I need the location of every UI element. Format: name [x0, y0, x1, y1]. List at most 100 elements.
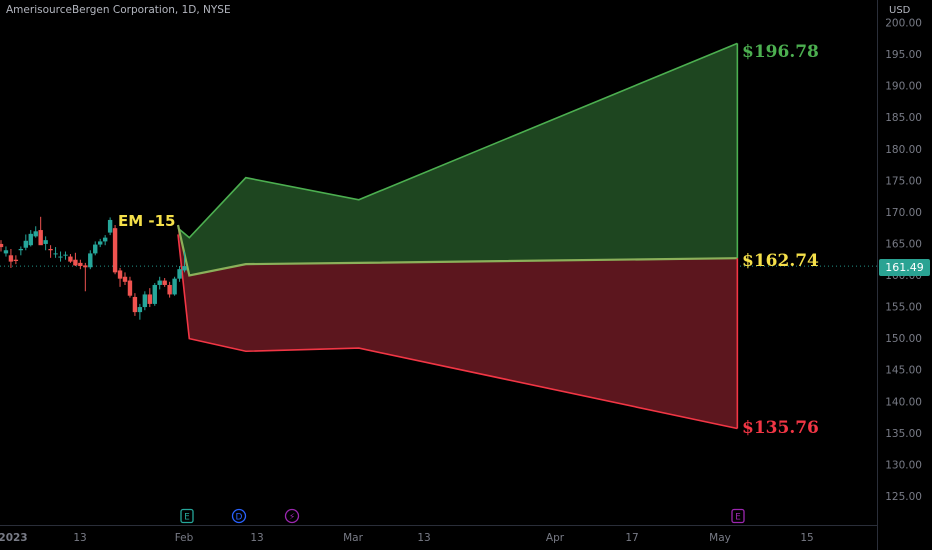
candle [68, 254, 73, 263]
candle [142, 291, 148, 311]
candle [48, 245, 53, 258]
candle-body [18, 248, 24, 251]
event-marker-shape [284, 508, 300, 524]
y-tick-label: 150.00 [885, 333, 922, 345]
candle-body [117, 270, 123, 279]
event-marker-label: ⚡ [289, 513, 295, 523]
upper-band-line [177, 42, 738, 239]
candle [58, 251, 63, 262]
candle-body [3, 250, 9, 254]
y-tick-label: 180.00 [885, 144, 922, 156]
candle-body [137, 307, 143, 313]
y-tick-label: 190.00 [885, 81, 922, 93]
candle-body [63, 254, 68, 256]
candle [53, 247, 58, 258]
event-marker-label: E [735, 513, 741, 523]
candle [112, 225, 118, 275]
candle [63, 251, 68, 260]
current-price-badge: 161.49 [879, 259, 930, 276]
candle [23, 234, 28, 251]
event-marker-label: E [184, 513, 190, 523]
candle [13, 255, 19, 265]
event-marker-shape [180, 508, 194, 524]
x-tick-label: May [709, 532, 731, 544]
x-tick-label: 15 [800, 532, 813, 544]
y-tick-label: 140.00 [885, 396, 922, 408]
event-marker-shape [231, 508, 247, 524]
y-tick-label: 125.00 [885, 491, 922, 503]
candle-body [83, 265, 88, 268]
candle-body [0, 243, 4, 248]
event-marker[interactable]: D [231, 508, 247, 524]
candle-body [68, 256, 73, 262]
candle [28, 230, 33, 247]
candle [88, 250, 93, 270]
candle [93, 241, 98, 256]
x-tick-label: 13 [250, 532, 263, 544]
candle-body [8, 255, 14, 262]
candle [122, 272, 128, 285]
candle [83, 262, 88, 292]
candle-body [172, 278, 177, 295]
x-tick-label: Feb [175, 532, 194, 544]
y-tick-label: 145.00 [885, 365, 922, 377]
candle-body [38, 230, 43, 246]
candle [132, 293, 138, 316]
candle [127, 276, 133, 298]
candle-body [162, 280, 167, 285]
em-label: EM -15 [118, 212, 176, 230]
candle [137, 303, 143, 320]
candle-body [28, 233, 33, 246]
candle-body [152, 284, 157, 304]
candle [162, 278, 167, 287]
x-tick-label: Apr [546, 532, 565, 544]
candle [172, 276, 177, 296]
y-tick-label: 170.00 [885, 207, 922, 219]
candle-body [33, 231, 38, 237]
y-tick-label: 175.00 [885, 175, 922, 187]
candle [3, 246, 9, 257]
candle-body [58, 256, 63, 258]
candle-body [127, 280, 133, 296]
candle-body [122, 276, 128, 282]
candle-body [157, 280, 162, 285]
candle-body [182, 266, 187, 271]
candle-body [53, 253, 58, 255]
mid-target-label: $162.74 [742, 251, 819, 271]
candle [33, 226, 38, 238]
candle [38, 216, 43, 246]
y-tick-label: 200.00 [885, 18, 922, 30]
candle [0, 240, 4, 252]
lower-target-label: $135.76 [742, 418, 819, 438]
candle-body [107, 219, 113, 233]
y-tick-label: 130.00 [885, 459, 922, 471]
currency-label[interactable]: USD [889, 5, 911, 16]
candle [147, 288, 152, 308]
y-tick-label: 195.00 [885, 49, 922, 61]
x-tick-label: 17 [625, 532, 638, 544]
candle-body [13, 259, 19, 261]
candle-body [142, 294, 148, 308]
x-tick-label: Mar [343, 532, 363, 544]
candle [152, 283, 157, 306]
event-marker[interactable]: E [180, 508, 194, 524]
x-tick-label: 13 [417, 532, 430, 544]
y-tick-label: 185.00 [885, 112, 922, 124]
candle [102, 235, 108, 246]
candle [8, 248, 14, 268]
candle [182, 251, 187, 273]
y-tick-label: 165.00 [885, 238, 922, 250]
candle-body [132, 296, 138, 313]
event-marker[interactable]: ⚡ [284, 508, 300, 524]
candle-body [112, 228, 118, 273]
candle-body [102, 237, 108, 242]
symbol-title[interactable]: AmerisourceBergen Corporation, 1D, NYSE [6, 4, 231, 16]
candle-body [167, 284, 172, 295]
y-tick-label: 155.00 [885, 302, 922, 314]
event-marker[interactable]: E [731, 508, 745, 524]
candle-body [48, 248, 53, 251]
candle-body [98, 241, 103, 245]
lower-band-line [177, 234, 738, 430]
candle [73, 252, 78, 267]
